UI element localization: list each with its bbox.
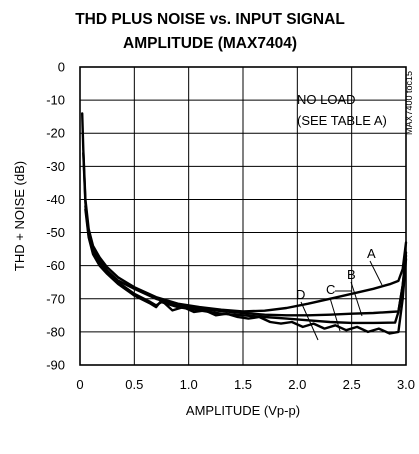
x-tick-label: 0.5 — [125, 377, 143, 392]
y-tick-label: -30 — [46, 159, 65, 174]
x-tick-label: 1.0 — [180, 377, 198, 392]
y-tick-label: -60 — [46, 258, 65, 273]
series-line-c — [84, 204, 408, 325]
x-tick-label: 3.0 — [397, 377, 415, 392]
y-tick-label: 0 — [58, 60, 65, 75]
y-tick-labels: 0 -10 -20 -30 -40 -50 -60 -70 -80 -90 — [46, 60, 65, 373]
y-tick-label: -10 — [46, 93, 65, 108]
series-leader-a — [369, 260, 383, 286]
y-tick-label: -20 — [46, 126, 65, 141]
series-line-b — [82, 151, 408, 317]
x-tick-label: 1.5 — [234, 377, 252, 392]
series-label-c: C — [326, 282, 335, 297]
series-label-b: B — [347, 267, 356, 282]
x-axis-label: AMPLITUDE (Vp-p) — [186, 403, 300, 418]
y-tick-label: -50 — [46, 225, 65, 240]
annotation-no-load: NO LOAD — [297, 92, 356, 107]
y-tick-label: -80 — [46, 324, 65, 339]
series-leader-c — [329, 297, 341, 332]
plot-frame — [79, 66, 407, 366]
chart-title-line2: AMPLITUDE (MAX7404) — [123, 35, 297, 52]
curve-labels: A B C D — [296, 246, 383, 341]
series-line-d — [84, 208, 408, 335]
x-tick-label: 0 — [76, 377, 83, 392]
series-label-a: A — [367, 246, 376, 261]
chart-title-line1: THD PLUS NOISE vs. INPUT SIGNAL — [75, 11, 345, 28]
y-tick-label: -90 — [46, 358, 65, 373]
series-curves — [80, 112, 408, 335]
grid-lines — [80, 67, 406, 365]
series-label-d: D — [296, 287, 305, 302]
series-line-a — [80, 112, 408, 313]
series-leader-d — [300, 301, 319, 341]
y-axis-label: THD + NOISE (dB) — [12, 161, 27, 271]
x-tick-label: 2.5 — [343, 377, 361, 392]
annotation-see-table: (SEE TABLE A) — [297, 113, 387, 128]
y-tick-label: -40 — [46, 192, 65, 207]
y-tick-label: -70 — [46, 291, 65, 306]
x-tick-labels: 0 0.5 1.0 1.5 2.0 2.5 3.0 — [76, 377, 415, 392]
series-leader-b — [350, 281, 363, 317]
x-tick-label: 2.0 — [288, 377, 306, 392]
figure-code: MAX7400 toc15 — [404, 71, 414, 135]
